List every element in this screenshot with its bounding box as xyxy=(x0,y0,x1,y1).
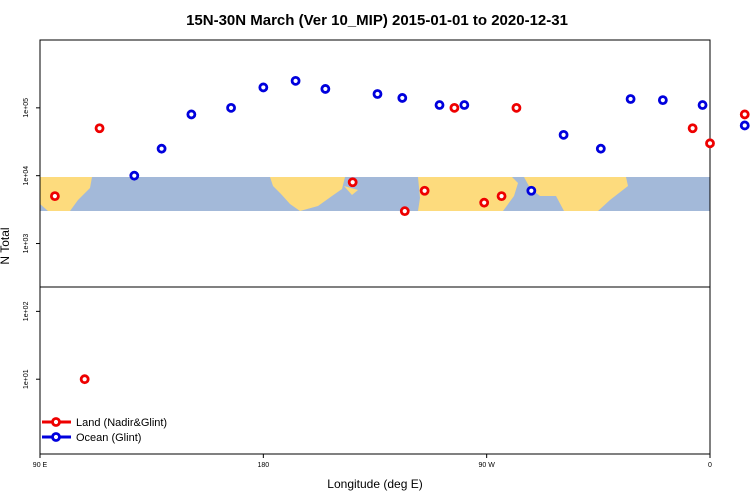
data-point-ocean xyxy=(625,94,636,104)
data-point-ocean xyxy=(595,143,606,154)
data-point-land xyxy=(739,109,750,120)
data-point-ocean xyxy=(526,185,537,196)
data-point-land xyxy=(49,191,60,202)
y-tick-label: 1e+02 xyxy=(23,301,30,321)
data-point-ocean xyxy=(558,129,569,140)
data-point-ocean xyxy=(258,82,269,93)
legend: Land (Nadir&Glint) Ocean (Glint) xyxy=(42,417,167,444)
y-axis: 1e+01 1e+02 1e+03 1e+04 1e+05 xyxy=(23,98,40,389)
data-points xyxy=(49,75,750,385)
map-land-cuba xyxy=(344,186,358,195)
y-tick-label: 1e+03 xyxy=(23,234,30,254)
data-point-ocean xyxy=(156,143,167,154)
legend-item-land: Land (Nadir&Glint) xyxy=(42,417,167,429)
data-point-land xyxy=(94,123,105,134)
y-tick-label: 1e+05 xyxy=(23,98,30,118)
data-point-ocean xyxy=(434,100,445,110)
legend-label-ocean: Ocean (Glint) xyxy=(76,432,141,444)
x-axis-label: Longitude (deg E) xyxy=(327,477,422,491)
data-point-land xyxy=(79,374,90,385)
x-tick-label: 0 xyxy=(708,462,712,469)
map-land-arabia-india xyxy=(524,177,628,211)
legend-item-ocean: Ocean (Glint) xyxy=(42,432,141,444)
y-tick-label: 1e+01 xyxy=(23,369,30,389)
map-land-africa xyxy=(418,177,518,211)
chart-title: 15N-30N March (Ver 10_MIP) 2015-01-01 to… xyxy=(186,12,568,29)
x-tick-label: 90 E xyxy=(33,462,48,469)
legend-marker-ocean xyxy=(51,432,61,442)
data-point-ocean xyxy=(459,100,470,110)
data-point-land xyxy=(496,191,507,202)
y-axis-label: N Total xyxy=(0,227,12,264)
data-point-ocean xyxy=(186,109,197,120)
legend-marker-land xyxy=(51,417,61,427)
data-point-ocean xyxy=(290,75,301,86)
data-point-land xyxy=(347,177,358,188)
data-point-ocean xyxy=(320,84,331,94)
x-tick-label: 90 W xyxy=(478,462,495,469)
data-point-ocean xyxy=(739,120,750,131)
map-land-americas xyxy=(270,177,345,211)
data-point-land xyxy=(705,138,715,149)
data-point-land xyxy=(687,123,698,134)
plot-frame xyxy=(39,39,711,455)
data-point-ocean xyxy=(129,170,140,181)
y-tick-label: 1e+04 xyxy=(23,166,30,186)
data-point-ocean xyxy=(697,100,708,110)
data-point-land xyxy=(479,197,490,208)
data-point-land xyxy=(449,102,460,113)
background-map xyxy=(40,177,710,211)
legend-label-land: Land (Nadir&Glint) xyxy=(76,417,167,429)
data-point-ocean xyxy=(397,93,408,103)
data-point-ocean xyxy=(372,89,383,99)
data-point-land xyxy=(511,102,522,113)
x-tick-label: 180 xyxy=(257,462,269,469)
data-point-land xyxy=(419,185,430,196)
data-point-land xyxy=(399,206,410,217)
map-land-asia xyxy=(40,177,92,211)
data-point-ocean xyxy=(657,95,668,106)
x-axis: 90 E 180 90 W 0 xyxy=(33,454,712,469)
data-point-ocean xyxy=(226,102,236,113)
